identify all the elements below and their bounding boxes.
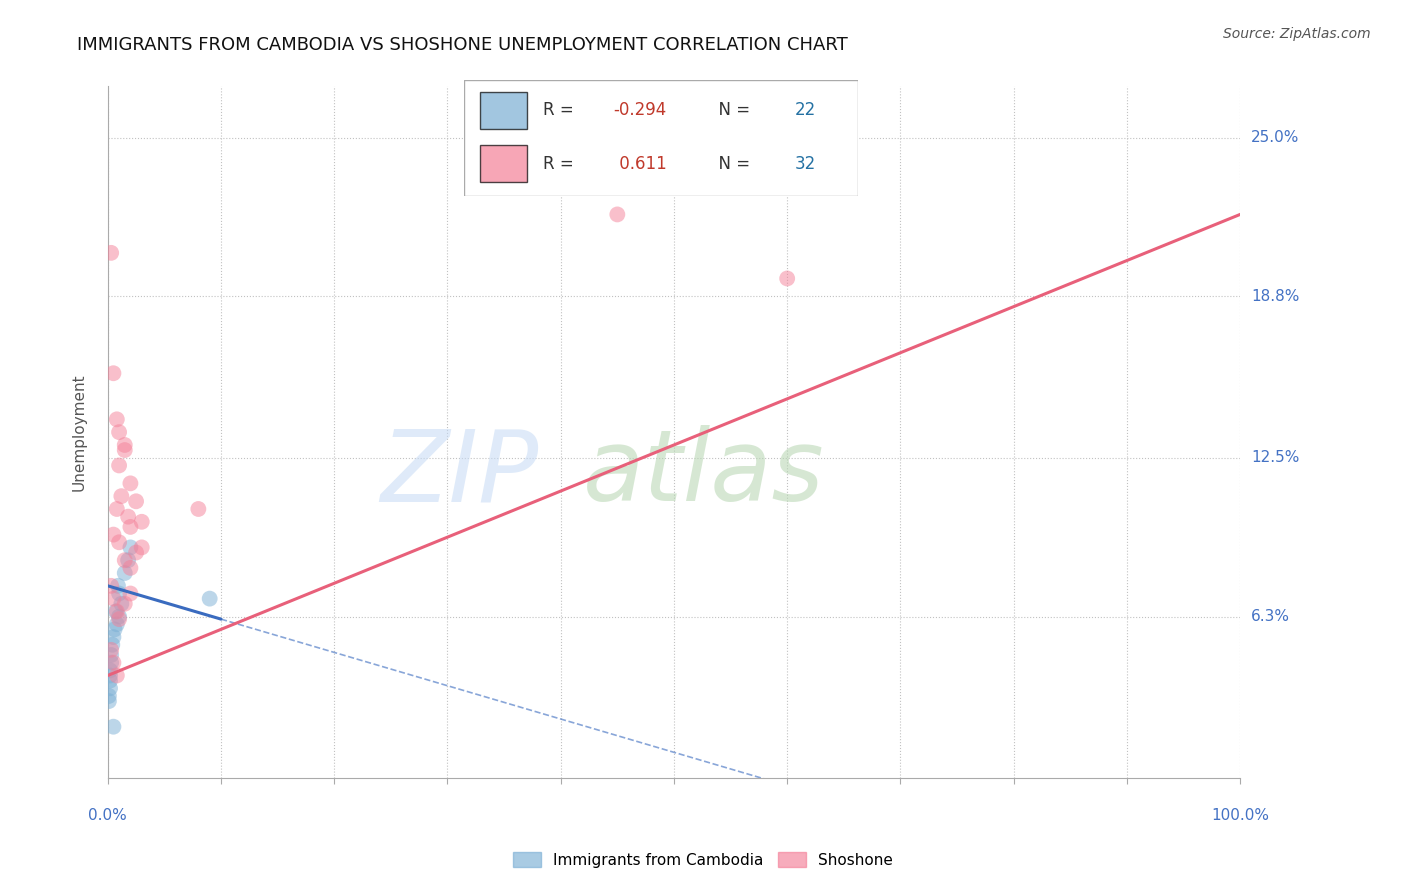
Text: 100.0%: 100.0% — [1211, 808, 1270, 823]
Point — [105, 617, 128, 632]
Point — [100, 579, 122, 593]
Point — [100, 656, 122, 670]
Point — [108, 458, 131, 473]
Point — [110, 597, 132, 611]
Point — [103, 366, 125, 380]
Point — [107, 579, 129, 593]
Point — [101, 638, 124, 652]
Text: N =: N = — [709, 102, 755, 120]
Point — [105, 604, 128, 618]
Point — [103, 720, 125, 734]
Point — [120, 520, 142, 534]
Point — [125, 494, 148, 508]
Point — [100, 648, 122, 662]
Point — [120, 476, 142, 491]
Point — [108, 586, 131, 600]
Point — [98, 668, 121, 682]
Text: 22: 22 — [794, 102, 815, 120]
Point — [606, 207, 628, 221]
Point — [114, 438, 136, 452]
Point — [114, 553, 136, 567]
Text: R =: R = — [543, 102, 579, 120]
Point — [131, 541, 153, 555]
Point — [98, 664, 121, 678]
Point — [103, 623, 125, 637]
Point — [125, 545, 148, 559]
Point — [187, 502, 209, 516]
Point — [198, 591, 221, 606]
Point — [100, 643, 122, 657]
Point — [103, 630, 125, 644]
Point — [97, 694, 120, 708]
Point — [98, 673, 121, 688]
Text: 25.0%: 25.0% — [1251, 130, 1299, 145]
Point — [131, 515, 153, 529]
FancyBboxPatch shape — [479, 92, 527, 129]
Point — [108, 609, 131, 624]
Text: Source: ZipAtlas.com: Source: ZipAtlas.com — [1223, 27, 1371, 41]
Legend: Immigrants from Cambodia, Shoshone: Immigrants from Cambodia, Shoshone — [508, 846, 898, 873]
Point — [108, 425, 131, 439]
Point — [114, 597, 136, 611]
Point — [114, 566, 136, 580]
Point — [103, 591, 125, 606]
Y-axis label: Unemployment: Unemployment — [72, 374, 86, 491]
Point — [117, 509, 139, 524]
Point — [776, 271, 799, 285]
Point — [98, 681, 121, 696]
Point — [120, 561, 142, 575]
Point — [105, 502, 128, 516]
Point — [100, 245, 122, 260]
Text: 32: 32 — [794, 155, 815, 173]
Point — [110, 489, 132, 503]
Point — [108, 612, 131, 626]
FancyBboxPatch shape — [479, 145, 527, 182]
Text: 0.0%: 0.0% — [89, 808, 127, 823]
Text: IMMIGRANTS FROM CAMBODIA VS SHOSHONE UNEMPLOYMENT CORRELATION CHART: IMMIGRANTS FROM CAMBODIA VS SHOSHONE UNE… — [77, 36, 848, 54]
Point — [104, 604, 127, 618]
Text: N =: N = — [709, 155, 755, 173]
Point — [114, 443, 136, 458]
Text: 0.611: 0.611 — [613, 155, 666, 173]
Text: 6.3%: 6.3% — [1251, 609, 1291, 624]
Text: -0.294: -0.294 — [613, 102, 666, 120]
Text: R =: R = — [543, 155, 579, 173]
Point — [120, 586, 142, 600]
FancyBboxPatch shape — [464, 80, 858, 196]
Point — [108, 535, 131, 549]
Point — [117, 553, 139, 567]
Text: atlas: atlas — [583, 425, 825, 522]
Text: ZIP: ZIP — [380, 425, 538, 522]
Point — [97, 689, 120, 703]
Point — [105, 668, 128, 682]
Point — [103, 656, 125, 670]
Text: 18.8%: 18.8% — [1251, 289, 1299, 304]
Point — [103, 527, 125, 541]
Point — [105, 412, 128, 426]
Point — [120, 541, 142, 555]
Text: 12.5%: 12.5% — [1251, 450, 1299, 466]
